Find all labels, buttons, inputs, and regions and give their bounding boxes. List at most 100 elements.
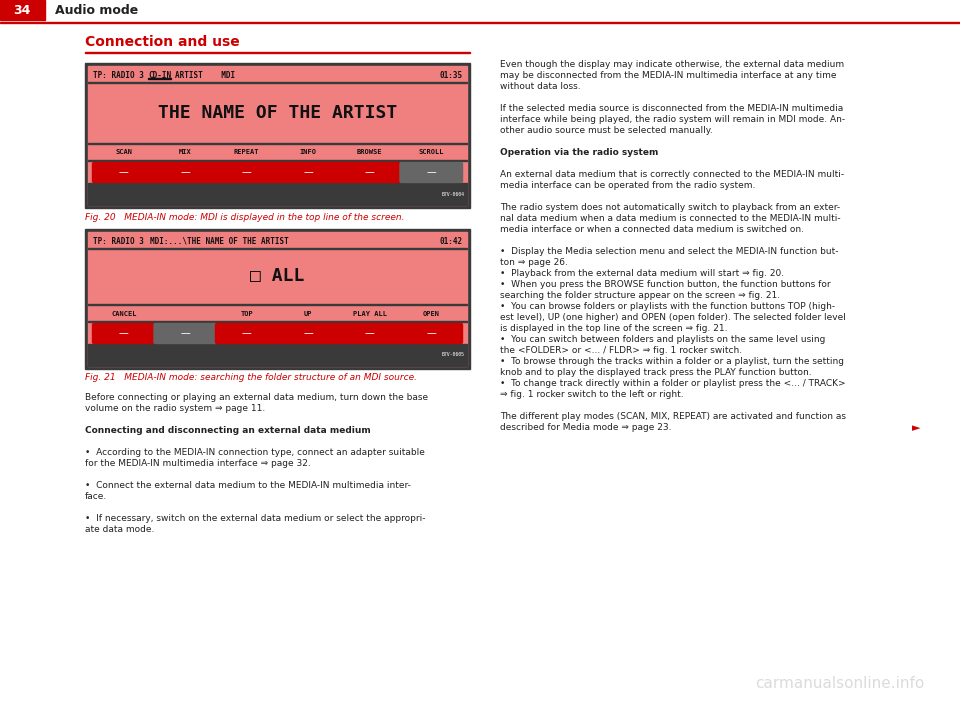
Text: B7V-0605: B7V-0605 xyxy=(442,353,465,358)
Text: The different play modes (SCAN, MIX, REPEAT) are activated and function as: The different play modes (SCAN, MIX, REP… xyxy=(500,412,846,421)
FancyBboxPatch shape xyxy=(400,323,463,343)
Text: MDI:...\THE NAME OF THE ARTIST: MDI:...\THE NAME OF THE ARTIST xyxy=(150,236,289,245)
Text: THE NAME OF THE ARTIST: THE NAME OF THE ARTIST xyxy=(157,104,397,122)
Text: is displayed in the top line of the screen ⇒ fig. 21.: is displayed in the top line of the scre… xyxy=(500,324,728,333)
FancyBboxPatch shape xyxy=(277,323,340,343)
Text: REPEAT: REPEAT xyxy=(234,149,259,156)
Text: —: — xyxy=(426,329,436,339)
Text: 34: 34 xyxy=(13,4,31,17)
FancyBboxPatch shape xyxy=(215,323,278,343)
Text: 01:35: 01:35 xyxy=(440,71,463,79)
Text: •  Playback from the external data medium will start ⇒ fig. 20.: • Playback from the external data medium… xyxy=(500,269,784,278)
Text: •  To change track directly within a folder or playlist press the <... / TRACK>: • To change track directly within a fold… xyxy=(500,379,846,388)
Text: for the MEDIA-IN multimedia interface ⇒ page 32.: for the MEDIA-IN multimedia interface ⇒ … xyxy=(85,459,311,468)
Text: searching the folder structure appear on the screen ⇒ fig. 21.: searching the folder structure appear on… xyxy=(500,291,780,300)
FancyBboxPatch shape xyxy=(277,163,340,182)
Text: face.: face. xyxy=(85,492,108,501)
Text: Connecting and disconnecting an external data medium: Connecting and disconnecting an external… xyxy=(85,426,371,435)
Text: —: — xyxy=(242,329,252,339)
Text: est level), UP (one higher) and OPEN (open folder). The selected folder level: est level), UP (one higher) and OPEN (op… xyxy=(500,313,846,322)
Bar xyxy=(88,66,467,205)
Bar xyxy=(88,344,467,366)
FancyBboxPatch shape xyxy=(92,323,155,343)
Text: Fig. 20   MEDIA-IN mode: MDI is displayed in the top line of the screen.: Fig. 20 MEDIA-IN mode: MDI is displayed … xyxy=(85,212,404,222)
FancyBboxPatch shape xyxy=(215,163,278,182)
Text: —: — xyxy=(119,329,129,339)
Text: If the selected media source is disconnected from the MEDIA-IN multimedia: If the selected media source is disconne… xyxy=(500,104,843,113)
Bar xyxy=(85,52,470,53)
Text: An external data medium that is correctly connected to the MEDIA-IN multi-: An external data medium that is correctl… xyxy=(500,170,844,179)
Text: •  Connect the external data medium to the MEDIA-IN multimedia inter-: • Connect the external data medium to th… xyxy=(85,481,411,490)
Text: Even though the display may indicate otherwise, the external data medium: Even though the display may indicate oth… xyxy=(500,60,844,69)
FancyBboxPatch shape xyxy=(154,323,217,343)
Bar xyxy=(88,143,467,144)
Text: •  You can switch between folders and playlists on the same level using: • You can switch between folders and pla… xyxy=(500,335,826,344)
Text: B7V-0604: B7V-0604 xyxy=(442,191,465,196)
Bar xyxy=(88,183,467,205)
Text: may be disconnected from the MEDIA-IN multimedia interface at any time: may be disconnected from the MEDIA-IN mu… xyxy=(500,71,836,80)
Text: Fig. 21   MEDIA-IN mode: searching the folder structure of an MDI source.: Fig. 21 MEDIA-IN mode: searching the fol… xyxy=(85,374,417,383)
Text: MIX: MIX xyxy=(179,149,192,156)
Text: volume on the radio system ⇒ page 11.: volume on the radio system ⇒ page 11. xyxy=(85,404,265,413)
FancyBboxPatch shape xyxy=(400,163,463,182)
Text: SCAN: SCAN xyxy=(115,149,132,156)
Text: CD-IN: CD-IN xyxy=(148,71,171,79)
Text: Operation via the radio system: Operation via the radio system xyxy=(500,148,659,157)
Text: ARTIST    MDI: ARTIST MDI xyxy=(175,71,235,79)
Bar xyxy=(88,232,467,366)
Bar xyxy=(85,63,470,208)
Text: •  You can browse folders or playlists with the function buttons TOP (high-: • You can browse folders or playlists wi… xyxy=(500,302,835,311)
Text: OPEN: OPEN xyxy=(422,311,440,316)
Text: SCROLL: SCROLL xyxy=(419,149,444,156)
Text: —: — xyxy=(426,168,436,177)
Text: TP: RADIO 3: TP: RADIO 3 xyxy=(93,236,144,245)
Text: ⇒ fig. 1 rocker switch to the left or right.: ⇒ fig. 1 rocker switch to the left or ri… xyxy=(500,390,684,399)
Text: —: — xyxy=(180,329,190,339)
Bar xyxy=(0,22,960,23)
Text: INFO: INFO xyxy=(300,149,317,156)
Text: the <FOLDER> or <... / FLDR> ⇒ fig. 1 rocker switch.: the <FOLDER> or <... / FLDR> ⇒ fig. 1 ro… xyxy=(500,346,742,355)
Text: •  When you press the BROWSE function button, the function buttons for: • When you press the BROWSE function but… xyxy=(500,280,830,289)
Text: media interface can be operated from the radio system.: media interface can be operated from the… xyxy=(500,181,756,190)
Text: CANCEL: CANCEL xyxy=(111,311,136,316)
FancyBboxPatch shape xyxy=(339,323,401,343)
Text: —: — xyxy=(119,168,129,177)
Text: 01:42: 01:42 xyxy=(440,236,463,245)
FancyBboxPatch shape xyxy=(339,163,401,182)
Text: Before connecting or playing an external data medium, turn down the base: Before connecting or playing an external… xyxy=(85,393,428,402)
Bar xyxy=(0,0,45,20)
FancyBboxPatch shape xyxy=(154,163,217,182)
Text: ►: ► xyxy=(911,423,920,433)
Text: •  If necessary, switch on the external data medium or select the appropri-: • If necessary, switch on the external d… xyxy=(85,514,425,523)
Bar xyxy=(88,321,467,322)
Text: —: — xyxy=(242,168,252,177)
Text: —: — xyxy=(365,329,374,339)
Text: —: — xyxy=(303,329,313,339)
Text: •  To browse through the tracks within a folder or a playlist, turn the setting: • To browse through the tracks within a … xyxy=(500,357,844,366)
Text: The radio system does not automatically switch to playback from an exter-: The radio system does not automatically … xyxy=(500,203,840,212)
Text: •  Display the Media selection menu and select the MEDIA-IN function but-: • Display the Media selection menu and s… xyxy=(500,247,838,256)
Text: Audio mode: Audio mode xyxy=(55,4,138,17)
Text: BROWSE: BROWSE xyxy=(357,149,382,156)
Text: PLAY ALL: PLAY ALL xyxy=(352,311,387,316)
Text: —: — xyxy=(180,168,190,177)
Text: Connection and use: Connection and use xyxy=(85,35,240,49)
Text: without data loss.: without data loss. xyxy=(500,82,581,91)
Text: interface while being played, the radio system will remain in MDI mode. An-: interface while being played, the radio … xyxy=(500,115,845,124)
Text: UP: UP xyxy=(304,311,313,316)
Text: TP: RADIO 3: TP: RADIO 3 xyxy=(93,71,144,79)
Text: TOP: TOP xyxy=(240,311,253,316)
Text: other audio source must be selected manually.: other audio source must be selected manu… xyxy=(500,126,712,135)
Text: described for Media mode ⇒ page 23.: described for Media mode ⇒ page 23. xyxy=(500,423,671,432)
Text: ton ⇒ page 26.: ton ⇒ page 26. xyxy=(500,258,568,267)
Text: —: — xyxy=(303,168,313,177)
Text: nal data medium when a data medium is connected to the MEDIA-IN multi-: nal data medium when a data medium is co… xyxy=(500,214,841,223)
Bar xyxy=(85,229,470,369)
FancyBboxPatch shape xyxy=(92,163,155,182)
Text: •  According to the MEDIA-IN connection type, connect an adapter suitable: • According to the MEDIA-IN connection t… xyxy=(85,448,425,457)
Text: —: — xyxy=(365,168,374,177)
Bar xyxy=(88,248,467,249)
Text: □ ALL: □ ALL xyxy=(251,268,304,285)
Text: knob and to play the displayed track press the PLAY function button.: knob and to play the displayed track pre… xyxy=(500,368,811,377)
Text: media interface or when a connected data medium is switched on.: media interface or when a connected data… xyxy=(500,225,804,234)
